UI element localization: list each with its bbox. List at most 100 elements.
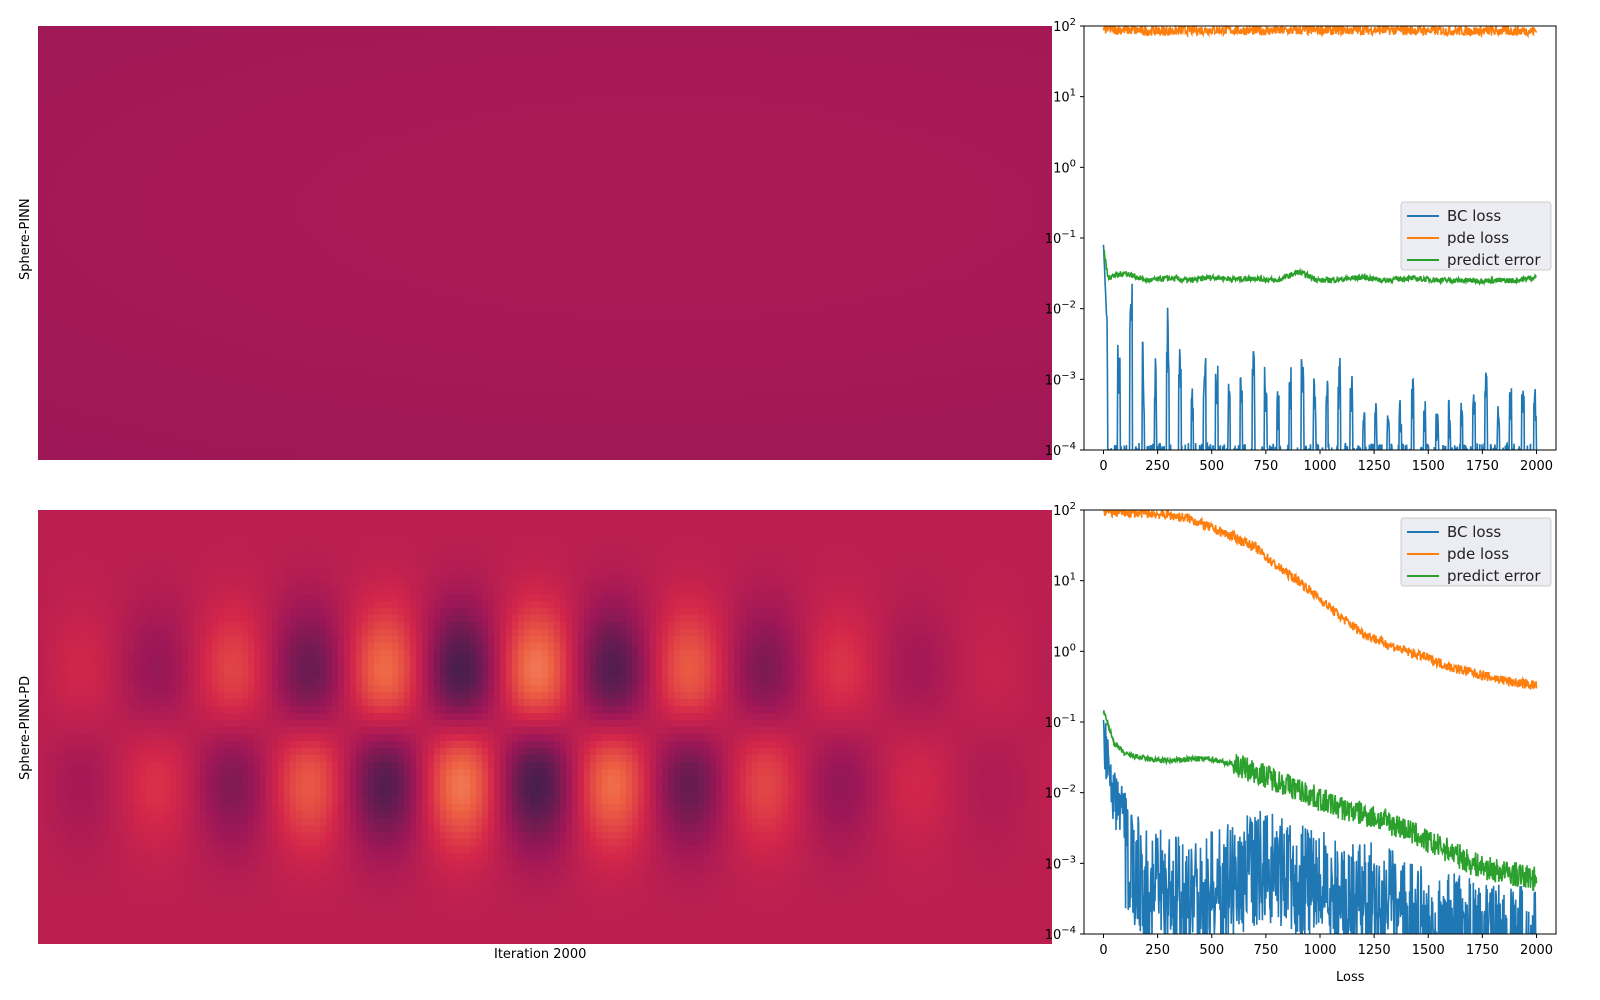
heatmap-cell — [980, 68, 987, 76]
heatmap-cell — [776, 82, 783, 90]
heatmap-cell — [428, 138, 435, 146]
heatmap-cell — [302, 40, 309, 48]
heatmap-cell — [278, 124, 285, 132]
heatmap-cell — [806, 26, 813, 34]
heatmap-cell — [170, 68, 177, 76]
heatmap-cell — [680, 187, 687, 195]
heatmap-cell — [92, 131, 99, 139]
heatmap-cell — [938, 96, 945, 104]
heatmap-cell — [692, 40, 699, 48]
heatmap-cell — [650, 110, 657, 118]
heatmap-cell — [578, 208, 585, 216]
heatmap-cell — [764, 124, 771, 132]
heatmap-cell — [1034, 47, 1041, 55]
heatmap-cell — [332, 82, 339, 90]
heatmap-cell — [272, 180, 279, 188]
heatmap-cell — [692, 47, 699, 55]
heatmap-cell — [560, 89, 567, 97]
heatmap-cell — [398, 180, 405, 188]
heatmap-cell — [740, 173, 747, 181]
heatmap-cell — [872, 215, 879, 223]
heatmap-cell — [74, 222, 81, 230]
heatmap-cell — [560, 145, 567, 153]
heatmap-cell — [650, 124, 657, 132]
heatmap-cell — [506, 215, 513, 223]
heatmap-cell — [926, 138, 933, 146]
heatmap-cell — [812, 68, 819, 76]
heatmap-cell — [230, 131, 237, 139]
heatmap-cell — [368, 173, 375, 181]
heatmap-cell — [122, 152, 129, 160]
heatmap-cell — [230, 47, 237, 55]
heatmap-cell — [338, 89, 345, 97]
heatmap-cell — [440, 82, 447, 90]
heatmap-cell — [482, 173, 489, 181]
heatmap-cell — [134, 152, 141, 160]
heatmap-cell — [554, 145, 561, 153]
heatmap-cell — [734, 159, 741, 167]
heatmap-cell — [602, 173, 609, 181]
heatmap-cell — [542, 229, 549, 237]
heatmap-cell — [632, 131, 639, 139]
heatmap-cell — [1040, 103, 1047, 111]
heatmap-cell — [320, 159, 327, 167]
heatmap-cell — [62, 117, 69, 125]
heatmap-cell — [698, 103, 705, 111]
heatmap-cell — [368, 68, 375, 76]
heatmap-cell — [92, 33, 99, 41]
heatmap-cell — [920, 47, 927, 55]
heatmap-cell — [392, 166, 399, 174]
heatmap-cell — [308, 145, 315, 153]
heatmap-cell — [662, 187, 669, 195]
heatmap-cell — [116, 159, 123, 167]
heatmap-cell — [890, 194, 897, 202]
heatmap-cell — [248, 96, 255, 104]
heatmap-cell — [782, 124, 789, 132]
heatmap-cell — [620, 103, 627, 111]
heatmap-cell — [422, 61, 429, 69]
heatmap-cell — [1040, 124, 1047, 132]
heatmap-cell — [968, 152, 975, 160]
heatmap-cell — [896, 61, 903, 69]
heatmap-cell — [332, 117, 339, 125]
heatmap-cell — [170, 96, 177, 104]
heatmap-cell — [146, 110, 153, 118]
heatmap-cell — [962, 187, 969, 195]
heatmap-cell — [728, 131, 735, 139]
heatmap-cell — [494, 138, 501, 146]
heatmap-cell — [980, 201, 987, 209]
heatmap-cell — [512, 187, 519, 195]
heatmap-cell — [782, 103, 789, 111]
heatmap-cell — [458, 117, 465, 125]
heatmap-cell — [254, 26, 261, 34]
heatmap-cell — [500, 208, 507, 216]
heatmap-cell — [458, 166, 465, 174]
heatmap-cell — [860, 124, 867, 132]
heatmap-cell — [728, 145, 735, 153]
heatmap-cell — [530, 145, 537, 153]
heatmap-cell — [320, 229, 327, 237]
heatmap-cell — [266, 166, 273, 174]
heatmap-cell — [518, 180, 525, 188]
heatmap-cell — [386, 75, 393, 83]
heatmap-cell — [176, 103, 183, 111]
heatmap-cell — [830, 215, 837, 223]
heatmap-cell — [320, 82, 327, 90]
heatmap-cell — [182, 229, 189, 237]
heatmap-cell — [152, 229, 159, 237]
heatmap-cell — [650, 187, 657, 195]
heatmap-cell — [704, 61, 711, 69]
heatmap-cell — [500, 201, 507, 209]
heatmap-cell — [92, 173, 99, 181]
heatmap-cell — [608, 96, 615, 104]
heatmap-cell — [908, 33, 915, 41]
heatmap-cell — [698, 222, 705, 230]
heatmap-cell — [494, 201, 501, 209]
heatmap-cell — [464, 138, 471, 146]
heatmap-cell — [200, 208, 207, 216]
heatmap-cell — [1028, 215, 1035, 223]
heatmap-cell — [230, 201, 237, 209]
heatmap-cell — [374, 103, 381, 111]
heatmap-cell — [416, 47, 423, 55]
heatmap-cell — [542, 117, 549, 125]
